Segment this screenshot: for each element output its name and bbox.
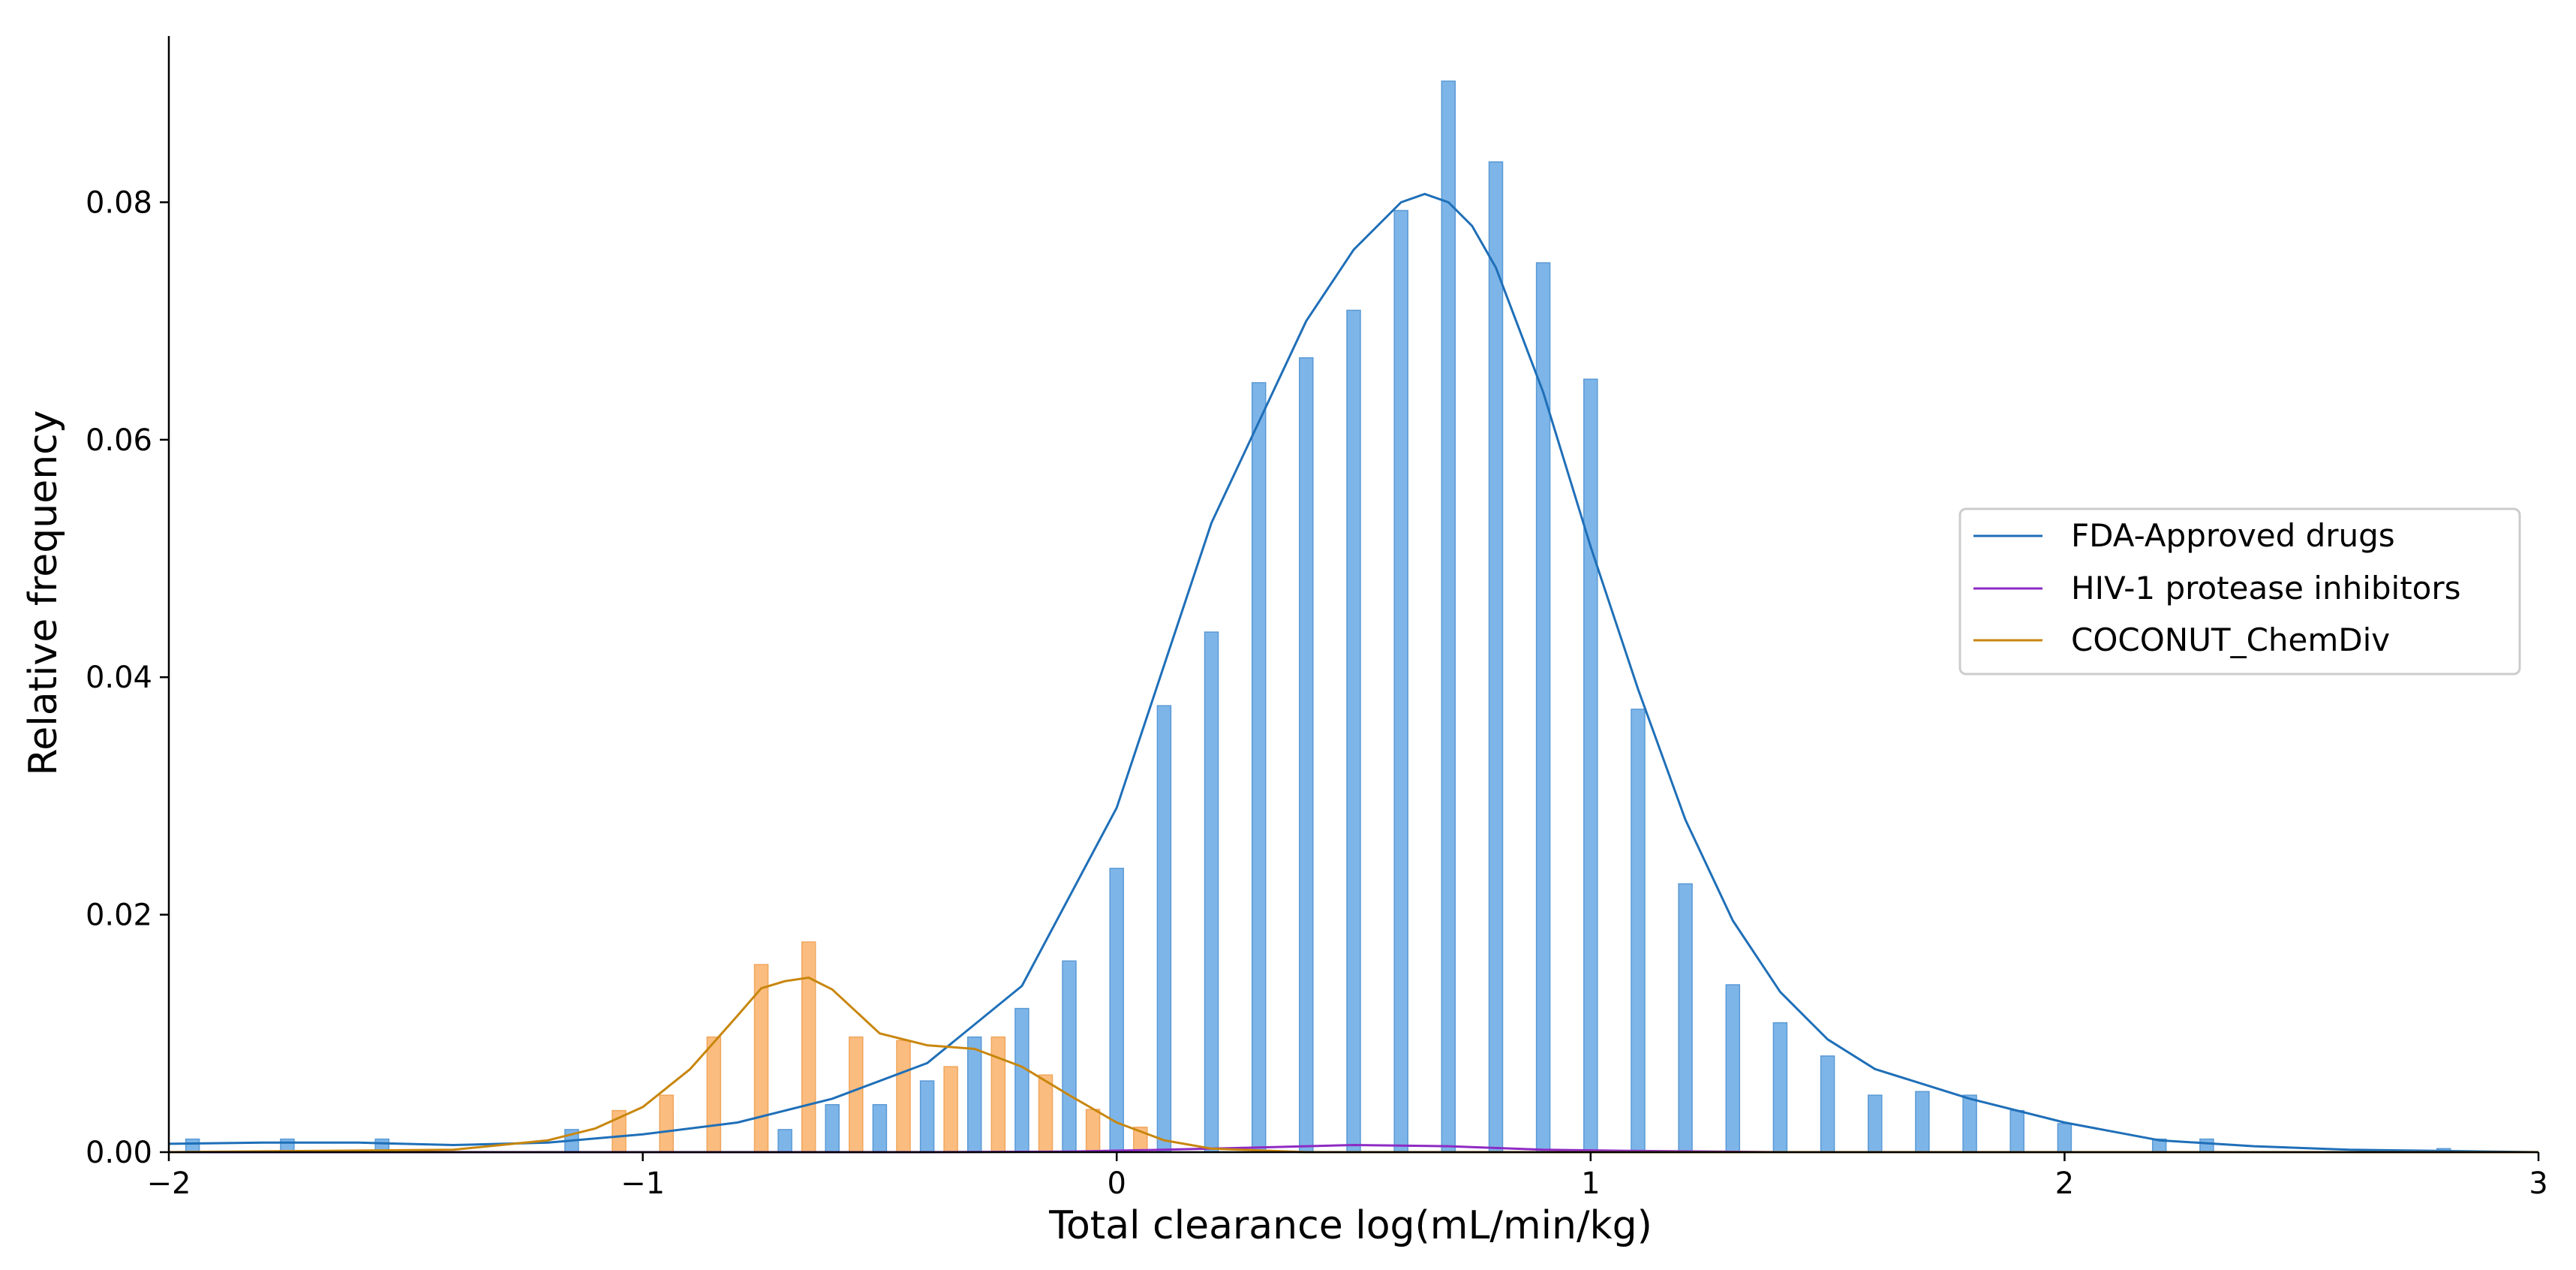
histogram-bar <box>1678 883 1693 1153</box>
histogram-bar <box>966 1036 982 1153</box>
histogram-bar <box>1038 1074 1054 1153</box>
histogram-bar <box>1299 357 1314 1153</box>
y-tick-label: 0.06 <box>86 423 152 458</box>
histogram-bar <box>825 1103 840 1153</box>
histogram-bar <box>1393 209 1408 1153</box>
y-tick-label: 0.00 <box>86 1136 152 1170</box>
histogram-bar <box>1251 382 1267 1153</box>
histogram-bar <box>896 1040 911 1153</box>
legend-label: FDA-Approved drugs <box>2071 517 2395 554</box>
histogram-bar <box>1915 1091 1930 1153</box>
legend-label: COCONUT_ChemDiv <box>2071 621 2390 658</box>
x-tick-label: 2 <box>2055 1166 2074 1201</box>
histogram-bar <box>1820 1055 1835 1153</box>
histogram-bar <box>1062 960 1077 1153</box>
density-curve <box>168 977 2538 1154</box>
histogram-bar <box>1085 1109 1101 1153</box>
histogram-bar <box>1962 1094 1977 1153</box>
histogram-bar <box>1346 309 1361 1153</box>
histogram-bar <box>1441 80 1456 1153</box>
histogram-bar <box>1868 1094 1883 1153</box>
histogram-bar <box>185 1138 200 1153</box>
axes <box>167 36 2538 1154</box>
histogram-bar <box>1725 984 1741 1153</box>
histogram-bar <box>706 1036 722 1153</box>
histogram-bar <box>777 1129 792 1153</box>
histogram-bar <box>872 1103 888 1153</box>
histogram-bars <box>185 80 2451 1153</box>
histogram-bar <box>2009 1109 2024 1153</box>
density-curve <box>168 192 2539 1154</box>
histogram-bar <box>1631 709 1646 1153</box>
histogram-bar <box>1488 161 1504 1153</box>
legend-entry: HIV-1 protease inhibitors <box>1973 570 2461 606</box>
legend-frame <box>1958 507 2521 676</box>
y-tick-label: 0.04 <box>86 661 152 695</box>
y-tick-label: 0.08 <box>86 185 152 220</box>
histogram-bar <box>943 1066 958 1153</box>
x-tick-label: −1 <box>621 1166 665 1201</box>
y-axis-label: Relative frequency <box>21 410 66 775</box>
histogram-bar <box>1204 631 1219 1153</box>
x-tick-label: 3 <box>2529 1166 2547 1201</box>
legend-entry: FDA-Approved drugs <box>1973 517 2395 554</box>
legend: FDA-Approved drugs HIV-1 protease inhibi… <box>1958 507 2521 676</box>
histogram-bar <box>1772 1022 1788 1153</box>
x-axis-label: Total clearance log(mL/min/kg) <box>1048 1203 1652 1248</box>
x-tick-label: −2 <box>147 1166 191 1201</box>
histogram-bar <box>1014 1007 1029 1153</box>
histogram-bar <box>1109 868 1124 1153</box>
x-tick-label: 1 <box>1581 1166 1600 1201</box>
histogram-bar <box>2057 1123 2073 1153</box>
histogram-bar <box>1535 262 1551 1153</box>
histogram-bar <box>2199 1138 2214 1153</box>
x-tick-label: 0 <box>1107 1166 1126 1201</box>
histogram-bar <box>659 1094 674 1153</box>
legend-entry: COCONUT_ChemDiv <box>1973 621 2390 658</box>
y-tick-label: 0.02 <box>86 898 152 933</box>
histogram-bar <box>919 1080 935 1153</box>
histogram-bar <box>1583 378 1598 1153</box>
histogram-bar <box>801 941 816 1153</box>
histogram-bar <box>1156 705 1172 1153</box>
histogram-bar <box>990 1036 1006 1153</box>
histogram-bar <box>849 1036 864 1153</box>
tick-marks: −2 −1 0 1 2 3 0.00 0.02 0.04 0.06 0.08 <box>86 185 2548 1201</box>
legend-label: HIV-1 protease inhibitors <box>2071 570 2461 606</box>
